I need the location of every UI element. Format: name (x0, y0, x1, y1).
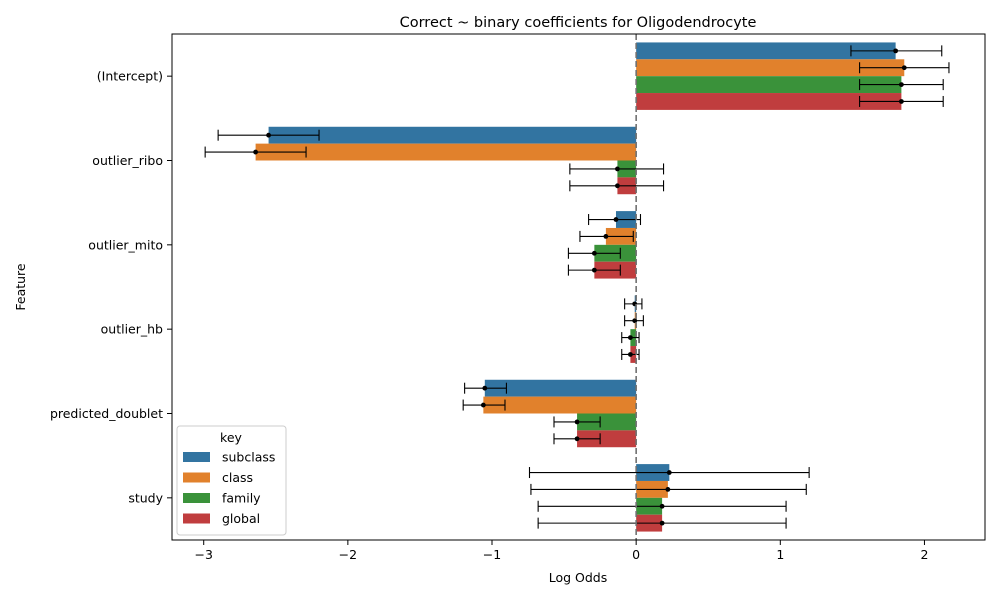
x-axis: −3 −2 −1 0 1 2 (194, 540, 928, 562)
point-predicted-doublet-class (480, 402, 486, 408)
x-tick-label: −3 (194, 547, 212, 562)
legend: key subclass class family global (176, 425, 287, 536)
bars-layer (255, 42, 905, 532)
point-outlier-ribo-family (615, 166, 620, 172)
point-outlier-mito-class (603, 234, 609, 239)
legend-label: class (222, 470, 253, 485)
point-outlier-mito-family (591, 250, 597, 256)
legend-swatch-global (183, 513, 210, 524)
plot-frame (171, 33, 986, 541)
x-axis-label: Log Odds (549, 570, 608, 585)
x-tick-label: −1 (483, 547, 501, 562)
x-tick-label: 1 (776, 547, 784, 562)
point-outlier-ribo-global (615, 183, 620, 189)
y-tick-label: (Intercept) (97, 69, 163, 84)
point-intercept-class (901, 65, 907, 71)
legend-label: subclass (222, 450, 275, 465)
bar-predicted-doublet-subclass (484, 379, 637, 397)
point-predicted-doublet-family (574, 419, 580, 425)
point-outlier-hb-global (627, 352, 633, 357)
legend-swatch-class (183, 472, 210, 483)
point-outlier-mito-subclass (613, 217, 619, 222)
legend-label: global (222, 511, 260, 526)
legend-label: family (222, 491, 261, 506)
y-tick-label: outlier_ribo (92, 153, 163, 168)
bar-predicted-doublet-global (577, 430, 637, 448)
bar-predicted-doublet-family (577, 413, 637, 431)
point-intercept-global (898, 99, 904, 104)
point-intercept-family (898, 82, 904, 87)
legend-items: subclass class family global (183, 450, 275, 526)
legend-swatch-family (183, 493, 210, 503)
chart-title: Correct ~ binary coefficients for Oligod… (400, 15, 757, 31)
point-study-global (659, 520, 665, 526)
legend-swatch-subclass (183, 452, 210, 462)
point-outlier-ribo-subclass (266, 132, 271, 138)
bar-outlier-ribo-class (255, 143, 637, 161)
point-predicted-doublet-global (574, 436, 580, 442)
y-tick-label: study (128, 490, 163, 505)
errorbars-layer (204, 45, 950, 529)
point-outlier-mito-global (591, 267, 597, 273)
point-intercept-subclass (893, 48, 899, 54)
y-tick-label: outlier_mito (88, 237, 163, 252)
point-predicted-doublet-subclass (482, 385, 488, 391)
y-tick-label: outlier_hb (101, 322, 163, 337)
x-tick-label: 2 (920, 547, 928, 562)
point-study-subclass (666, 470, 672, 475)
y-axis: (Intercept) outlier_ribo outlier_mitooutli… (50, 69, 172, 505)
point-study-class (665, 487, 671, 492)
y-tick-label: predicted_doublet (50, 406, 163, 421)
x-tick-label: −2 (339, 547, 357, 562)
x-tick-label: 0 (632, 547, 640, 562)
point-outlier-hb-family (627, 335, 633, 340)
bar-intercept-subclass (636, 42, 896, 60)
y-axis-label: Feature (13, 263, 28, 311)
bar-intercept-class (636, 59, 905, 77)
legend-title: key (220, 430, 242, 445)
bar-predicted-doublet-class (483, 396, 637, 414)
point-outlier-ribo-class (253, 149, 259, 155)
point-outlier-hb-class (632, 318, 638, 324)
bar-outlier-ribo-subclass (268, 126, 637, 144)
bar-intercept-global (636, 93, 902, 110)
point-study-family (659, 503, 665, 509)
bar-intercept-family (636, 76, 902, 94)
